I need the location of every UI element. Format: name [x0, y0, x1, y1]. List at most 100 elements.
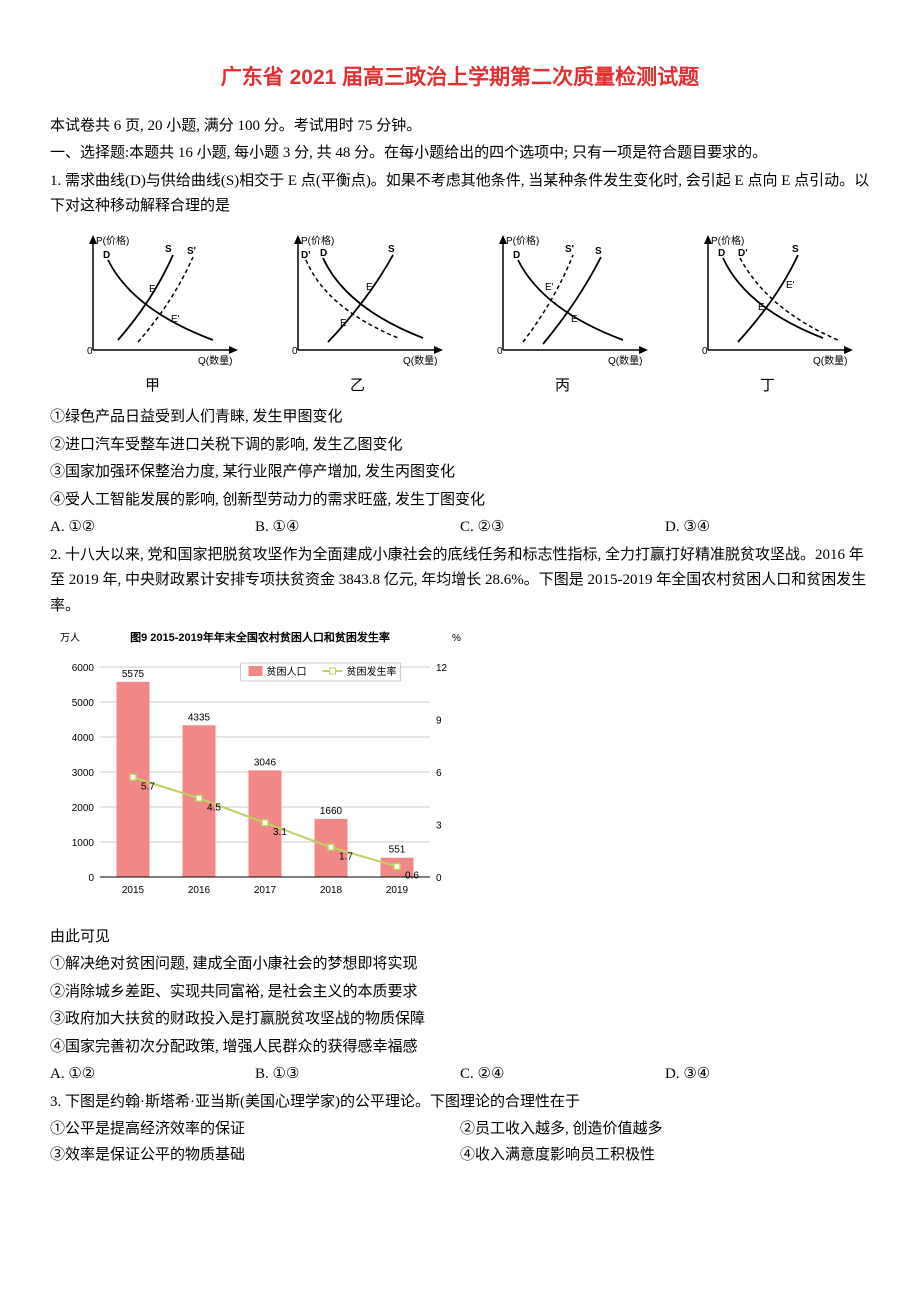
svg-text:4000: 4000 [72, 733, 95, 744]
d-label: D [718, 248, 725, 259]
q2-s4: ④国家完善初次分配政策, 增强人民群众的获得感幸福感 [50, 1035, 870, 1061]
svg-text:2015: 2015 [122, 885, 145, 896]
svg-text:万人: 万人 [60, 632, 80, 644]
svg-text:贫困人口: 贫困人口 [267, 665, 307, 678]
sprime-label: S' [565, 244, 574, 255]
svg-text:5000: 5000 [72, 698, 95, 709]
dprime-label: D' [738, 248, 748, 259]
svg-text:贫困发生率: 贫困发生率 [347, 665, 397, 678]
poverty-bar-line-chart: 万人图9 2015-2019年年末全国农村贫困人口和贫困发生率%01000200… [50, 627, 470, 907]
q1-chart-jia: P(价格) Q(数量) 0 D S S' E E' 甲 [50, 230, 255, 400]
chart-label-yi: 乙 [255, 374, 460, 400]
svg-text:0: 0 [88, 873, 94, 884]
svg-text:5575: 5575 [122, 669, 145, 680]
q1-options: A. ①② B. ①④ C. ②③ D. ③④ [50, 515, 870, 541]
svg-text:1660: 1660 [320, 806, 343, 817]
q3-row2: ③效率是保证公平的物质基础 ④收入满意度影响员工积极性 [50, 1143, 870, 1169]
svg-text:3: 3 [436, 821, 442, 832]
e-label: E [571, 314, 578, 325]
eprime-label: E' [340, 318, 349, 329]
axis-y-label: P(价格) [711, 234, 744, 247]
svg-text:5.7: 5.7 [141, 781, 155, 792]
q2-optC: C. ②④ [460, 1062, 665, 1088]
svg-text:9: 9 [436, 716, 442, 727]
svg-text:2017: 2017 [254, 885, 277, 896]
q1-optD: D. ③④ [665, 515, 870, 541]
q3-s4: ④收入满意度影响员工积极性 [460, 1143, 870, 1169]
origin-label: 0 [497, 346, 503, 357]
eprime-label: E' [786, 280, 795, 291]
chart-label-ding: 丁 [665, 374, 870, 400]
origin-label: 0 [292, 346, 298, 357]
svg-text:2000: 2000 [72, 803, 95, 814]
axis-x-label: Q(数量) [608, 354, 642, 367]
q3-s1: ①公平是提高经济效率的保证 [50, 1117, 460, 1143]
supply-demand-chart-ding: P(价格) Q(数量) 0 D D' S E' E [678, 230, 858, 370]
q2-optD: D. ③④ [665, 1062, 870, 1088]
sprime-label: S' [187, 246, 196, 257]
axis-x-label: Q(数量) [198, 354, 232, 367]
q1-s1: ①绿色产品日益受到人们青睐, 发生甲图变化 [50, 405, 870, 431]
d-label: D [103, 250, 110, 261]
q1-optC: C. ②③ [460, 515, 665, 541]
origin-label: 0 [87, 346, 93, 357]
svg-text:0: 0 [436, 873, 442, 884]
q2-stem: 2. 十八大以来, 党和国家把脱贫攻坚作为全面建成小康社会的底线任务和标志性指标… [50, 543, 870, 620]
q1-chart-yi: P(价格) Q(数量) 0 D' D S E E' 乙 [255, 230, 460, 400]
origin-label: 0 [702, 346, 708, 357]
q3-row1: ①公平是提高经济效率的保证 ②员工收入越多, 创造价值越多 [50, 1117, 870, 1143]
axis-x-label: Q(数量) [403, 354, 437, 367]
q1-charts-row: P(价格) Q(数量) 0 D S S' E E' 甲 P(价格) Q(数量) [50, 230, 870, 400]
e-label: E [366, 282, 373, 293]
d-label: D [320, 248, 327, 259]
svg-text:4.5: 4.5 [207, 802, 221, 813]
svg-text:2018: 2018 [320, 885, 343, 896]
q1-optA: A. ①② [50, 515, 255, 541]
svg-text:2019: 2019 [386, 885, 409, 896]
d-label: D [513, 250, 520, 261]
intro-2: 一、选择题:本题共 16 小题, 每小题 3 分, 共 48 分。在每小题给出的… [50, 141, 870, 167]
q1-optB: B. ①④ [255, 515, 460, 541]
q2-lead: 由此可见 [50, 925, 870, 951]
q2-bar-chart: 万人图9 2015-2019年年末全国农村贫困人口和贫困发生率%01000200… [50, 627, 870, 917]
s-label: S [165, 244, 172, 255]
q1-s3: ③国家加强环保整治力度, 某行业限产停产增加, 发生丙图变化 [50, 460, 870, 486]
svg-text:551: 551 [389, 845, 406, 856]
e-label: E [758, 302, 765, 313]
q1-s4: ④受人工智能发展的影响, 创新型劳动力的需求旺盛, 发生丁图变化 [50, 488, 870, 514]
axis-y-label: P(价格) [506, 234, 539, 247]
q2-optA: A. ①② [50, 1062, 255, 1088]
axis-y-label: P(价格) [301, 234, 334, 247]
intro-1: 本试卷共 6 页, 20 小题, 满分 100 分。考试用时 75 分钟。 [50, 114, 870, 140]
q3-stem: 3. 下图是约翰·斯塔希·亚当斯(美国心理学家)的公平理论。下图理论的合理性在于 [50, 1090, 870, 1116]
svg-text:6000: 6000 [72, 663, 95, 674]
e-label: E [149, 284, 156, 295]
svg-text:6: 6 [436, 768, 442, 779]
dprime-label: D' [301, 250, 311, 261]
q1-stem: 1. 需求曲线(D)与供给曲线(S)相交于 E 点(平衡点)。如果不考虑其他条件… [50, 169, 870, 220]
axis-y-label: P(价格) [96, 234, 129, 247]
s-label: S [792, 244, 799, 255]
q2-optB: B. ①③ [255, 1062, 460, 1088]
svg-text:1000: 1000 [72, 838, 95, 849]
svg-text:1.7: 1.7 [339, 851, 353, 862]
q2-s1: ①解决绝对贫困问题, 建成全面小康社会的梦想即将实现 [50, 952, 870, 978]
q3-s2: ②员工收入越多, 创造价值越多 [460, 1117, 870, 1143]
axis-x-label: Q(数量) [813, 354, 847, 367]
svg-text:%: % [452, 633, 461, 644]
supply-demand-chart-yi: P(价格) Q(数量) 0 D' D S E E' [268, 230, 448, 370]
q2-s2: ②消除城乡差距、实现共同富裕, 是社会主义的本质要求 [50, 980, 870, 1006]
eprime-label: E' [545, 282, 554, 293]
s-label: S [388, 244, 395, 255]
q3-s3: ③效率是保证公平的物质基础 [50, 1143, 460, 1169]
supply-demand-chart-bing: P(价格) Q(数量) 0 D S' S E' E [473, 230, 653, 370]
svg-text:3.1: 3.1 [273, 827, 287, 838]
eprime-label: E' [171, 314, 180, 325]
chart-label-jia: 甲 [50, 374, 255, 400]
q1-s2: ②进口汽车受整车进口关税下调的影响, 发生乙图变化 [50, 433, 870, 459]
svg-text:0.6: 0.6 [405, 871, 419, 882]
supply-demand-chart-jia: P(价格) Q(数量) 0 D S S' E E' [63, 230, 243, 370]
s-label: S [595, 246, 602, 257]
q2-s3: ③政府加大扶贫的财政投入是打赢脱贫攻坚战的物质保障 [50, 1007, 870, 1033]
svg-text:12: 12 [436, 663, 448, 674]
